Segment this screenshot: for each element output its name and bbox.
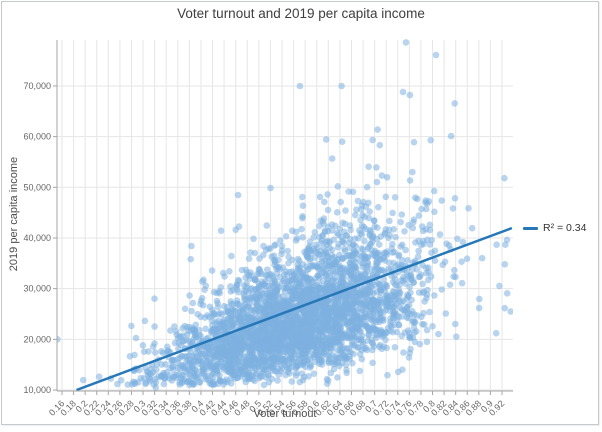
svg-text:60,000: 60,000 [23,132,51,142]
chart-title: Voter turnout and 2019 per capita income [177,6,425,21]
legend-label: R² = 0.34 [543,222,587,234]
legend-line-swatch [523,226,538,230]
data-point [432,51,440,59]
axes [53,40,513,395]
scatter-points [57,39,513,391]
data-point [507,308,513,315]
data-point [447,132,455,140]
data-point [402,39,410,46]
data-point [338,138,346,145]
data-point [57,336,61,343]
y-tick-labels: 10,000 20,000 30,000 40,000 50,000 60,000 70,0… [23,81,51,395]
data-point [410,138,418,146]
x-tick-labels: 0.160.180.20.220.240.260.280.30.320.340.… [47,398,506,417]
data-point [399,88,407,96]
svg-text:10,000: 10,000 [23,385,51,395]
svg-text:30,000: 30,000 [23,284,51,294]
legend-item-trendline[interactable]: R² = 0.34 [523,222,586,234]
y-axis-title: 2019 per capita income [8,156,20,272]
trend-line [76,226,513,391]
svg-text:20,000: 20,000 [23,334,51,344]
data-point [376,141,384,149]
svg-text:50,000: 50,000 [23,182,51,192]
data-point [492,329,500,337]
data-point [296,82,304,90]
x-axis-title: Voter turnout [253,408,317,420]
svg-text:40,000: 40,000 [23,233,51,243]
svg-text:70,000: 70,000 [23,81,51,91]
data-point [152,384,160,391]
data-point [338,82,345,90]
data-point [406,91,414,99]
